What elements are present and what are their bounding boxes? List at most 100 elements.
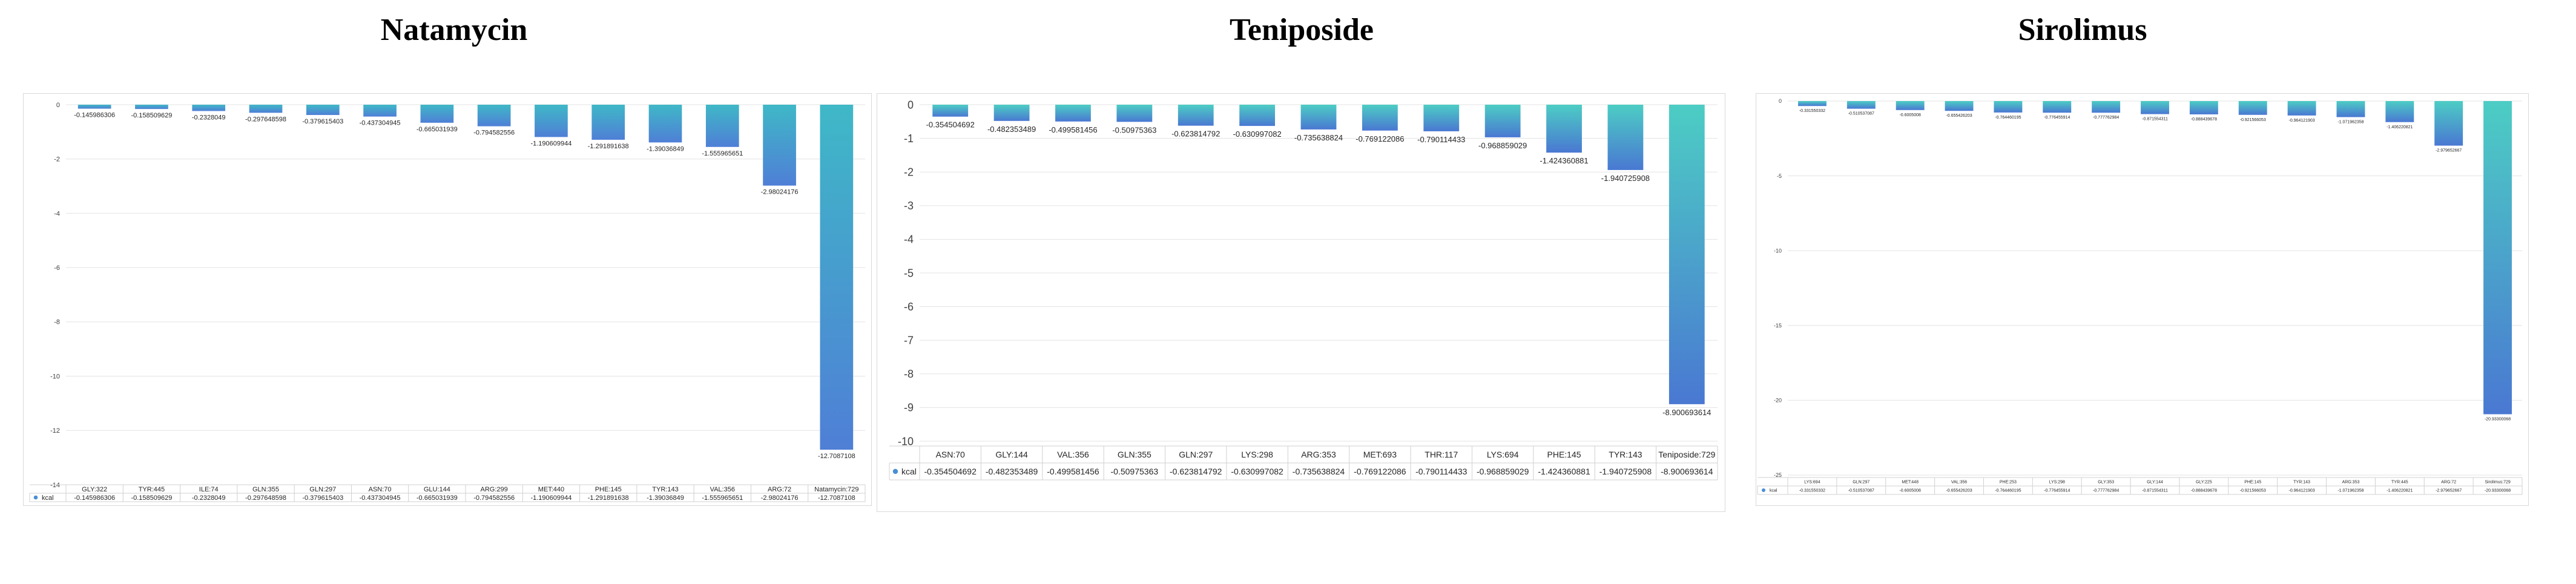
category-label: Natamycin:729 bbox=[814, 486, 858, 493]
category-label: ASN:70 bbox=[369, 486, 392, 493]
table-value: -0.777762984 bbox=[2093, 488, 2119, 493]
bar bbox=[820, 105, 854, 450]
bar bbox=[1546, 105, 1582, 153]
category-label: TYR:445 bbox=[139, 486, 165, 493]
data-label: -0.331550332 bbox=[1799, 109, 1825, 113]
table-value: -8.900693614 bbox=[1661, 467, 1713, 476]
data-label: -0.354504692 bbox=[926, 120, 975, 130]
chart-title-teniposide: Teniposide bbox=[1230, 13, 1374, 47]
category-label: Sirolimus:729 bbox=[2485, 480, 2511, 484]
table-value: -0.437304945 bbox=[360, 494, 401, 502]
bar bbox=[1423, 105, 1460, 131]
category-label: LYS:298 bbox=[2049, 480, 2065, 484]
table-value: -0.297648598 bbox=[245, 494, 286, 502]
data-label: -0.482353489 bbox=[987, 125, 1036, 134]
y-tick-label: -6 bbox=[904, 301, 914, 313]
bar bbox=[1668, 105, 1705, 404]
table-value: -0.968859029 bbox=[1477, 467, 1529, 476]
y-tick-label: -20 bbox=[1774, 398, 1782, 404]
bar bbox=[2287, 101, 2316, 116]
bar bbox=[1116, 105, 1153, 122]
y-tick-label: 0 bbox=[56, 102, 60, 109]
bar bbox=[306, 105, 340, 116]
bar bbox=[2336, 101, 2365, 117]
table-value: -0.623814792 bbox=[1170, 467, 1222, 476]
y-tick-label: -4 bbox=[904, 234, 914, 246]
data-label: -0.510537087 bbox=[1848, 112, 1874, 116]
data-label: -0.968859029 bbox=[1478, 141, 1527, 150]
table-value: -0.50975363 bbox=[1111, 467, 1159, 476]
table-value: -20.93300068 bbox=[2485, 488, 2511, 493]
table-value: -0.510537087 bbox=[1848, 488, 1874, 493]
y-tick-label: -9 bbox=[904, 402, 914, 414]
y-tick-label: -7 bbox=[904, 335, 914, 347]
data-label: -1.555965651 bbox=[702, 150, 743, 157]
bar bbox=[1055, 105, 1091, 122]
data-label: -1.291891638 bbox=[588, 143, 629, 150]
data-label: -0.158509629 bbox=[131, 112, 172, 119]
table-value: -12.7087108 bbox=[818, 494, 855, 502]
natamycin-chart: 0 -2 -4 -6 -8 -10 -12 -14 -0.145986306 -0.1585096… bbox=[29, 102, 866, 502]
table-value: -1.291891638 bbox=[588, 494, 629, 502]
data-label: -0.437304945 bbox=[360, 120, 401, 127]
table-value: -0.145986306 bbox=[74, 494, 115, 502]
y-tick-label: 0 bbox=[1779, 98, 1782, 104]
table-value: -0.379615403 bbox=[302, 494, 343, 502]
legend-label: kcal bbox=[42, 494, 54, 502]
data-label: -0.764460195 bbox=[1995, 116, 2021, 120]
table-value: -0.964121903 bbox=[2288, 488, 2314, 493]
category-label: ARG:72 bbox=[768, 486, 791, 493]
data-label: -1.39036849 bbox=[647, 145, 684, 153]
data-label: -20.93300068 bbox=[2485, 417, 2511, 421]
data-label: -1.424360881 bbox=[1540, 156, 1588, 165]
bar bbox=[2141, 101, 2169, 114]
category-label: Teniposide:729 bbox=[1658, 450, 1715, 459]
table-value: -1.555965651 bbox=[702, 494, 743, 502]
table-value: -0.871554311 bbox=[2142, 488, 2168, 493]
category-label: LYS:694 bbox=[1804, 480, 1820, 484]
y-tick-label: -3 bbox=[904, 200, 914, 212]
legend-label: kcal bbox=[901, 467, 917, 476]
bar bbox=[363, 105, 397, 117]
table-value: -0.769122086 bbox=[1354, 467, 1406, 476]
category-label: GLN:297 bbox=[1853, 480, 1869, 484]
data-label: -0.655426203 bbox=[1946, 114, 1972, 118]
data-label: -0.964121903 bbox=[2288, 119, 2314, 123]
data-label: -2.979652667 bbox=[2436, 149, 2462, 153]
table-value: -0.655426203 bbox=[1946, 488, 1972, 493]
category-label: ARG:353 bbox=[1301, 450, 1336, 459]
data-label: -0.921566053 bbox=[2240, 118, 2266, 122]
data-label: -0.50975363 bbox=[1112, 125, 1156, 134]
y-tick-label: -10 bbox=[1774, 248, 1782, 254]
legend-marker bbox=[892, 468, 898, 474]
bar bbox=[2385, 101, 2414, 122]
bar bbox=[249, 105, 283, 113]
category-label: GLY:144 bbox=[2147, 480, 2163, 484]
data-label: -0.888439678 bbox=[2191, 117, 2217, 122]
category-label: GLN:297 bbox=[1179, 450, 1213, 459]
data-label: -0.665031939 bbox=[417, 126, 458, 133]
data-label: -0.794582556 bbox=[473, 130, 515, 137]
table-value: -0.794582556 bbox=[473, 494, 515, 502]
sirolimus-chart-panel: 0 -5 -10 -15 -20 -25 -0.331550332 -0.510537087 -… bbox=[1756, 93, 2529, 506]
bar bbox=[1300, 105, 1337, 130]
table-value: -0.6005008 bbox=[1899, 488, 1921, 493]
category-label: GLU:144 bbox=[424, 486, 450, 493]
y-tick-label: -1 bbox=[904, 133, 914, 145]
bar bbox=[591, 105, 625, 140]
y-tick-label: -15 bbox=[1774, 323, 1782, 329]
category-label: VAL:356 bbox=[710, 486, 735, 493]
y-tick-label: -4 bbox=[54, 210, 60, 217]
bar bbox=[135, 105, 168, 110]
category-label: TYR:143 bbox=[2293, 480, 2310, 484]
chart-title-natamycin: Natamycin bbox=[380, 13, 528, 47]
bar bbox=[1994, 101, 2023, 113]
data-label: -1.406220821 bbox=[2387, 125, 2413, 130]
natamycin-chart-panel: 0 -2 -4 -6 -8 -10 -12 -14 -0.145986306 -0.1585096… bbox=[23, 93, 872, 506]
bar bbox=[763, 105, 796, 186]
category-label: MET:693 bbox=[1363, 450, 1397, 459]
data-label: -0.769122086 bbox=[1356, 134, 1404, 143]
category-label: GLN:355 bbox=[252, 486, 279, 493]
data-label: -0.623814792 bbox=[1171, 130, 1220, 139]
category-label: TYR:143 bbox=[652, 486, 678, 493]
